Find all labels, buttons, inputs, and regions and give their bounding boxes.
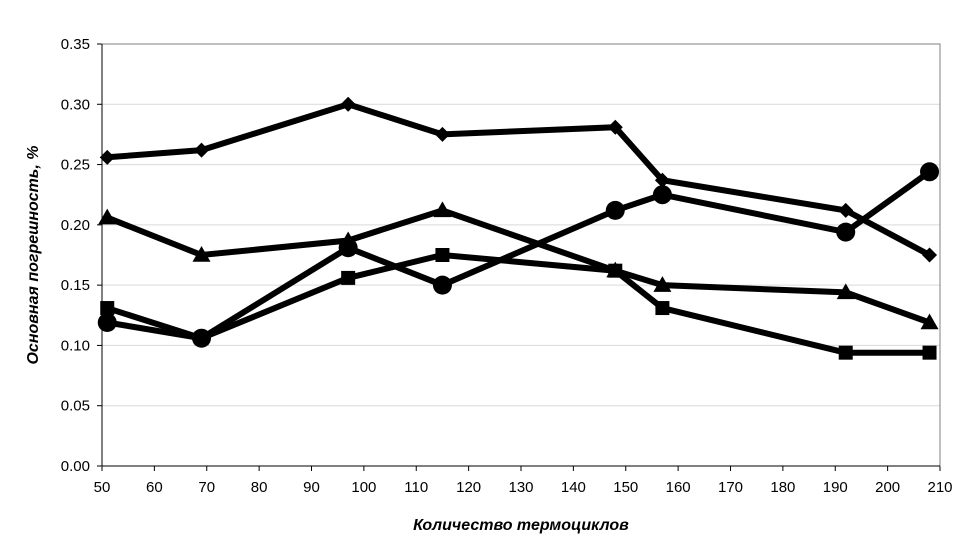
series-line-circle [106,169,932,342]
x-tick-label: 150 [613,479,638,496]
square-marker [838,345,853,360]
x-tick-label: 120 [456,479,481,496]
x-tick-label: 100 [351,479,376,496]
triangle-marker [836,283,855,300]
square-marker [922,345,937,360]
x-tick-label: 190 [823,479,848,496]
y-tick-label: 0.30 [61,96,90,113]
series-diamond [99,96,938,263]
diamond-marker [194,142,210,158]
y-tick-label: 0.25 [61,157,90,174]
y-tick-label: 0.00 [61,458,90,475]
x-tick-label: 200 [875,479,900,496]
series-line-triangle [106,207,931,326]
diamond-marker [99,149,115,165]
x-tick-label: 170 [718,479,743,496]
square-marker [435,248,450,262]
axes [97,43,941,471]
triangle-marker [920,313,939,330]
triangle-marker [606,261,625,278]
x-tick-label: 140 [561,479,586,496]
y-tick-label: 0.20 [61,217,90,234]
x-tick-label: 160 [666,479,691,496]
series-line-diamond [106,101,931,258]
diamond-marker [922,247,938,263]
data-series [97,96,940,360]
circle-marker [605,200,625,220]
y-tick-label: 0.35 [61,36,90,53]
square-marker [655,301,670,316]
diamond-marker [838,202,854,218]
x-tick-label: 60 [146,479,163,496]
x-tick-label: 90 [303,479,320,496]
triangle-marker [433,201,452,218]
circle-marker [97,313,117,333]
x-axis-title: Количество термоциклов [413,517,629,534]
y-axis-title: Основная погрешность, % [25,145,42,364]
tick-labels: 0.00 0.05 0.10 0.15 0.20 0.25 0.30 0.35 50 60 70 80… [61,36,953,496]
diamond-marker [340,96,356,112]
series-circle [97,162,940,348]
triangle-marker [653,276,672,292]
triangle-marker [98,208,117,225]
square-marker [100,301,115,316]
y-tick-label: 0.15 [61,277,90,294]
square-marker [341,270,356,285]
x-tick-label: 210 [927,479,952,496]
x-tick-label: 50 [94,479,111,496]
y-tick-label: 0.10 [61,337,90,354]
x-tick-label: 180 [770,479,795,496]
x-tick-label: 110 [404,479,428,496]
y-tick-label: 0.05 [61,398,90,415]
circle-marker [192,328,212,348]
x-tick-label: 70 [198,479,215,496]
x-tick-label: 130 [508,479,533,496]
diamond-marker [654,172,670,188]
series-square [100,248,937,360]
diamond-marker [434,126,450,142]
circle-marker [920,162,940,182]
triangle-marker [192,246,211,262]
series-triangle [98,201,939,330]
series-line-square [106,251,930,356]
circle-marker [652,185,672,205]
circle-marker [432,275,452,295]
x-tick-label: 80 [251,479,268,496]
diamond-marker [607,119,623,135]
circle-marker [836,222,856,242]
circle-marker [338,238,358,258]
